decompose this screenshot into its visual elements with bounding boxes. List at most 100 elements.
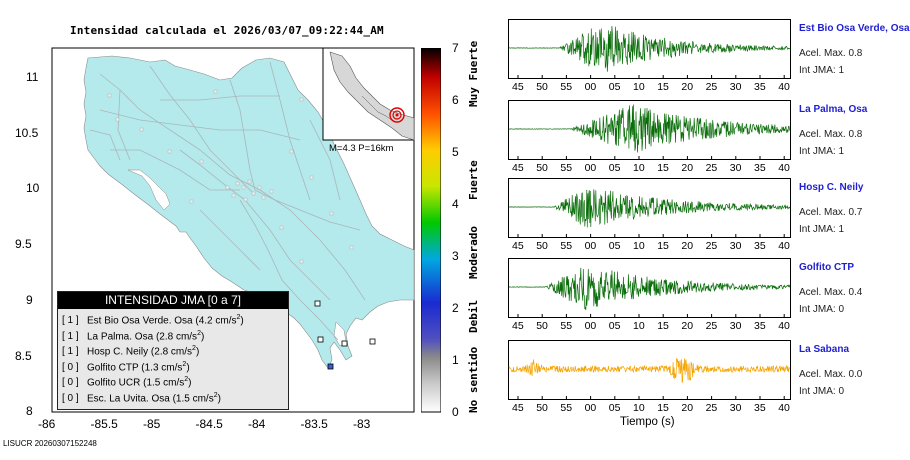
waveform-time-tick: 50 bbox=[536, 240, 548, 252]
legend-row: [ 0 ] Golfito UCR (1.5 cm/s2) bbox=[62, 376, 192, 388]
colorbar-category-label: Fuerte bbox=[467, 160, 480, 200]
latitude-tick-label: 8.5 bbox=[15, 348, 32, 363]
longitude-tick-label: -84.5 bbox=[195, 417, 223, 431]
waveform-time-tick: 10 bbox=[633, 320, 645, 332]
waveform-time-tick: 10 bbox=[633, 240, 645, 252]
waveform-time-tick: 55 bbox=[560, 162, 573, 174]
legend-row-station: Golfito UCR bbox=[87, 377, 141, 389]
legend-row-accel-exponent: 2 bbox=[213, 391, 218, 399]
waveform-time-tick: 20 bbox=[681, 240, 694, 252]
waveform-time-tick: 35 bbox=[754, 81, 766, 93]
waveform-time-tick: 40 bbox=[778, 402, 790, 414]
station-jma-intensity: Int JMA: 1 bbox=[799, 65, 845, 76]
waveform-time-tick: 00 bbox=[584, 240, 597, 252]
colorbar-tick-label: 6 bbox=[452, 93, 459, 107]
waveform-time-tick: 55 bbox=[560, 320, 573, 332]
latitude-tick-label: 8 bbox=[26, 404, 33, 419]
waveform-time-tick: 45 bbox=[512, 240, 524, 252]
waveform-time-tick: 00 bbox=[584, 162, 597, 174]
waveform-time-tick: 05 bbox=[608, 81, 621, 93]
waveform-time-tick: 05 bbox=[608, 320, 621, 332]
waveform-time-tick: 50 bbox=[536, 402, 548, 414]
legend-row-accel-close: ) bbox=[240, 315, 244, 327]
station-max-accel: Acel. Max. 0.0 bbox=[799, 369, 863, 380]
waveform-time-tick: 30 bbox=[729, 320, 742, 332]
legend-row: [ 1 ] La Palma. Osa (2.8 cm/s2) bbox=[62, 330, 204, 342]
legend-row-station: Golfito CTP bbox=[87, 361, 139, 373]
waveform-time-tick: 30 bbox=[729, 162, 742, 174]
waveform-time-tick: 25 bbox=[705, 162, 718, 174]
waveform-time-tick: 15 bbox=[657, 240, 669, 252]
colorbar-tick-label: 1 bbox=[452, 353, 459, 367]
station-jma-intensity: Int JMA: 0 bbox=[799, 386, 845, 397]
waveform-time-tick: 35 bbox=[754, 320, 766, 332]
legend-row-station: Est Bio Osa Verde. Osa bbox=[87, 315, 193, 327]
waveform-time-tick: 30 bbox=[729, 81, 742, 93]
waveform-time-tick: 15 bbox=[657, 402, 669, 414]
waveform-trace bbox=[508, 267, 791, 311]
legend-row-intensity: [ 0 ] bbox=[62, 377, 79, 389]
waveform-time-tick: 20 bbox=[681, 162, 694, 174]
waveform-time-tick: 05 bbox=[608, 240, 621, 252]
intensity-legend: INTENSIDAD JMA [0 a 7] [ 1 ] Est Bio Osa … bbox=[57, 291, 289, 410]
waveform-time-tick: 30 bbox=[729, 240, 742, 252]
time-axis-label: Tiempo (s) bbox=[620, 416, 675, 428]
legend-row-accel-close: ) bbox=[200, 330, 205, 342]
waveform-time-tick: 00 bbox=[584, 320, 597, 332]
legend-header: INTENSIDAD JMA [0 a 7] bbox=[58, 292, 288, 309]
legend-row-station: Hosp C. Neily bbox=[87, 346, 149, 358]
town-markers bbox=[107, 89, 354, 264]
map-title: Intensidad calculada el 2026/03/07_09:22… bbox=[70, 24, 384, 37]
station-name: Golfito CTP bbox=[799, 262, 854, 273]
latitude-tick-label: 11 bbox=[26, 70, 39, 84]
station-name: Hosp C. Neily bbox=[799, 182, 864, 193]
waveform-frame bbox=[508, 178, 791, 238]
colorbar-category-label: No sentido bbox=[467, 346, 480, 413]
legend-row-intensity: [ 0 ] bbox=[62, 392, 79, 404]
waveform-time-tick: 00 bbox=[584, 402, 597, 414]
location-inset bbox=[322, 47, 415, 141]
waveform-time-tick: 05 bbox=[608, 402, 621, 414]
waveform-panel bbox=[508, 100, 791, 160]
station-jma-intensity: Int JMA: 0 bbox=[799, 304, 845, 315]
waveform-time-tick: 25 bbox=[705, 320, 718, 332]
waveform-panel bbox=[508, 340, 791, 400]
waveform-time-tick: 05 bbox=[608, 162, 621, 174]
waveform-time-tick: 45 bbox=[512, 81, 524, 93]
waveform-time-tick: 35 bbox=[754, 240, 766, 252]
station-markers bbox=[314, 300, 376, 370]
station-max-accel: Acel. Max. 0.4 bbox=[799, 287, 863, 298]
legend-row: [ 0 ] Esc. La Uvita. Osa (1.5 cm/s2) bbox=[62, 392, 221, 404]
legend-row-intensity: [ 1 ] bbox=[62, 315, 79, 327]
waveform-time-tick: 10 bbox=[633, 81, 645, 93]
colorbar-category-label: Debil bbox=[467, 299, 480, 333]
legend-row-accel-exponent: 2 bbox=[197, 329, 201, 337]
station-name: Est Bio Osa Verde, Osa bbox=[799, 23, 910, 34]
waveform-time-tick: 00 bbox=[584, 81, 597, 93]
waveform-trace bbox=[508, 104, 791, 153]
legend-row-accel: (4.2 cm/s bbox=[195, 315, 237, 327]
waveform-time-tick: 45 bbox=[512, 320, 524, 332]
longitude-tick-label: -85.5 bbox=[90, 417, 118, 431]
waveform-panel bbox=[508, 178, 791, 238]
legend-row-accel: (1.5 cm/s bbox=[172, 392, 214, 404]
legend-row-accel-close: ) bbox=[186, 361, 190, 373]
waveform-time-tick: 20 bbox=[681, 81, 694, 93]
waveform-time-tick: 35 bbox=[754, 402, 766, 414]
legend-row-intensity: [ 1 ] bbox=[62, 330, 79, 342]
longitude-tick-label: -86 bbox=[38, 417, 56, 431]
legend-row-station: Esc. La Uvita. Osa bbox=[87, 392, 170, 404]
waveform-time-tick: 15 bbox=[657, 162, 669, 174]
legend-row: [ 0 ] Golfito CTP (1.3 cm/s2) bbox=[62, 361, 190, 373]
waveform-time-tick: 35 bbox=[754, 162, 766, 174]
legend-row: [ 1 ] Hosp C. Neily (2.8 cm/s2) bbox=[62, 345, 199, 357]
legend-row-accel: (1.3 cm/s bbox=[141, 361, 183, 373]
waveform-time-tick: 40 bbox=[778, 320, 790, 332]
station-max-accel: Acel. Max. 0.7 bbox=[799, 207, 863, 218]
waveform-time-tick: 45 bbox=[512, 162, 524, 174]
latitude-tick-label: 9.5 bbox=[15, 237, 32, 252]
legend-row-accel-exponent: 2 bbox=[182, 360, 187, 368]
station-name: La Sabana bbox=[799, 344, 850, 355]
waveform-time-tick: 55 bbox=[560, 402, 573, 414]
waveform-time-tick: 10 bbox=[633, 402, 645, 414]
